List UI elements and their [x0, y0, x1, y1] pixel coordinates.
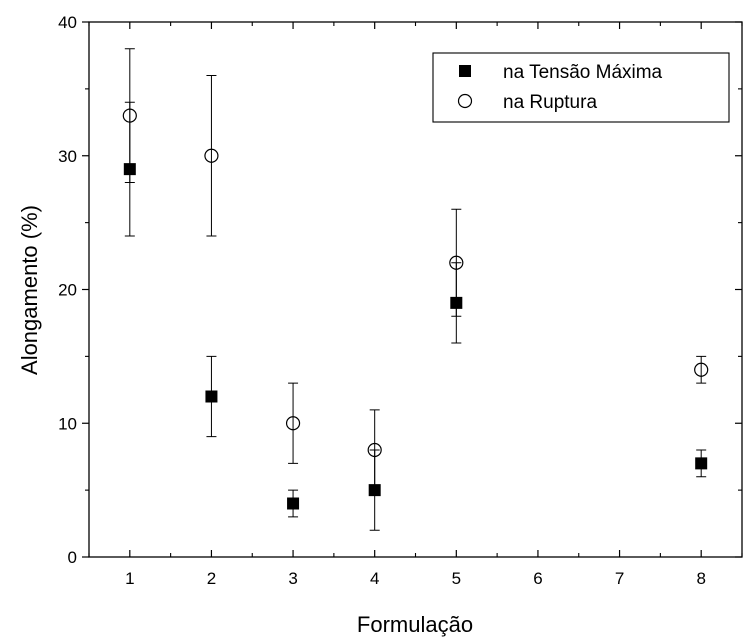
data-point-circle [694, 362, 709, 377]
series-tensao-maxima [124, 101, 707, 531]
x-tick-label: 2 [207, 569, 216, 588]
legend-box [432, 52, 730, 123]
x-tick-label: 1 [125, 569, 134, 588]
x-tick-label: 4 [370, 569, 379, 588]
data-point-square [123, 163, 136, 176]
data-point-square [287, 497, 300, 510]
markers-ruptura [122, 108, 709, 458]
y-tick-label: 30 [58, 147, 77, 166]
data-point-circle [367, 442, 382, 458]
axis-tick-labels: 1 2 3 4 5 6 7 8 0 10 20 30 40 [58, 13, 706, 588]
x-axis-title: Formulação [357, 612, 473, 637]
markers-tensao-maxima [123, 163, 708, 510]
data-point-square [205, 390, 218, 403]
data-point-square [368, 484, 381, 497]
legend-marker-circle [457, 93, 473, 109]
x-tick-label: 5 [452, 569, 461, 588]
x-tick-label: 3 [288, 569, 297, 588]
legend: na Tensão Máxima na Ruptura [457, 62, 663, 113]
data-series [122, 48, 709, 531]
data-point-square [695, 457, 708, 470]
legend-label: na Ruptura [503, 92, 597, 113]
legend-marker-square [459, 65, 471, 77]
data-point-circle [285, 416, 301, 431]
data-point-circle [122, 108, 137, 123]
y-tick-label: 40 [58, 13, 77, 32]
data-point-square [450, 296, 463, 309]
y-tick-label: 0 [68, 548, 77, 567]
x-tick-label: 6 [533, 569, 542, 588]
axis-ticks [82, 21, 743, 558]
series-ruptura [124, 48, 707, 491]
y-axis-title: Alongamento (%) [17, 205, 42, 375]
y-tick-label: 20 [58, 281, 77, 300]
y-tick-label: 10 [58, 414, 77, 433]
x-tick-label: 8 [696, 569, 705, 588]
legend-label: na Tensão Máxima [503, 62, 663, 83]
data-point-circle [449, 255, 464, 270]
data-point-circle [204, 148, 219, 163]
x-tick-label: 7 [615, 569, 624, 588]
